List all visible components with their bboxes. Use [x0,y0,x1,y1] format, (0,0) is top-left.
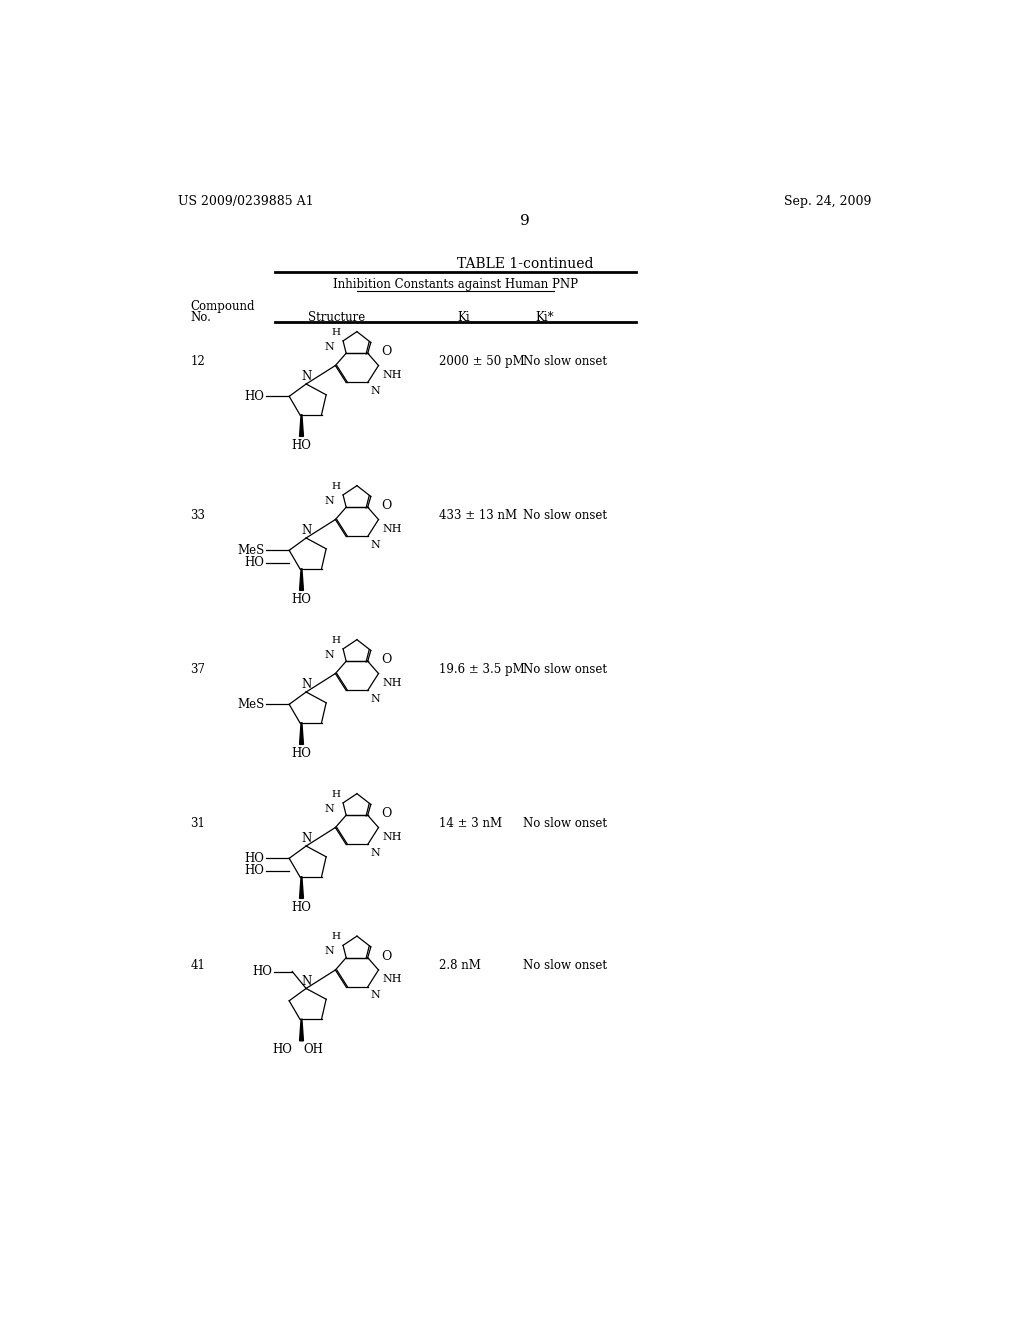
Text: NH: NH [382,524,401,533]
Text: No slow onset: No slow onset [523,663,607,676]
Text: Compound: Compound [190,300,255,313]
Text: NH: NH [382,832,401,842]
Text: 37: 37 [190,663,206,676]
Polygon shape [300,723,303,744]
Polygon shape [300,569,303,590]
Text: N: N [370,693,380,704]
Text: No slow onset: No slow onset [523,355,607,368]
Text: N: N [301,524,311,537]
Text: 19.6 ± 3.5 pM: 19.6 ± 3.5 pM [438,663,524,676]
Text: HO: HO [245,851,264,865]
Text: US 2009/0239885 A1: US 2009/0239885 A1 [178,195,314,209]
Text: H: H [331,636,340,645]
Text: O: O [382,345,392,358]
Text: Ki: Ki [457,312,470,323]
Text: HO: HO [292,438,311,451]
Text: HO: HO [245,556,264,569]
Text: N: N [324,804,334,814]
Text: H: H [331,932,340,941]
Text: H: H [331,482,340,491]
Text: NH: NH [382,677,401,688]
Text: H: H [331,329,340,337]
Text: N: N [370,385,380,396]
Text: No slow onset: No slow onset [523,960,607,973]
Text: No slow onset: No slow onset [523,508,607,521]
Text: HO: HO [292,747,311,760]
Text: 41: 41 [190,960,206,973]
Polygon shape [300,414,303,437]
Text: N: N [301,832,311,845]
Text: Ki*: Ki* [536,312,554,323]
Text: N: N [301,370,311,383]
Text: TABLE 1-continued: TABLE 1-continued [457,257,593,271]
Text: N: N [370,990,380,1001]
Text: NH: NH [382,370,401,380]
Text: N: N [324,649,334,660]
Text: O: O [382,499,392,512]
Text: N: N [324,946,334,957]
Text: No slow onset: No slow onset [523,817,607,830]
Text: 2.8 nM: 2.8 nM [438,960,480,973]
Text: H: H [331,791,340,799]
Text: 31: 31 [190,817,206,830]
Text: N: N [324,342,334,352]
Text: N: N [370,540,380,549]
Text: MeS: MeS [238,544,264,557]
Text: 12: 12 [190,355,206,368]
Polygon shape [300,1019,303,1040]
Text: NH: NH [382,974,401,985]
Text: HO: HO [245,389,264,403]
Text: N: N [324,496,334,506]
Text: N: N [370,847,380,858]
Text: 14 ± 3 nM: 14 ± 3 nM [438,817,502,830]
Text: O: O [382,653,392,667]
Text: HO: HO [245,865,264,878]
Text: HO: HO [272,1043,292,1056]
Text: N: N [301,974,311,987]
Text: 9: 9 [520,214,529,228]
Text: No.: No. [190,312,212,323]
Text: HO: HO [292,900,311,913]
Text: 2000 ± 50 pM: 2000 ± 50 pM [438,355,524,368]
Text: Inhibition Constants against Human PNP: Inhibition Constants against Human PNP [333,277,578,290]
Text: HO: HO [292,593,311,606]
Text: Structure: Structure [308,312,366,323]
Polygon shape [300,876,303,899]
Text: HO: HO [252,965,272,978]
Text: MeS: MeS [238,698,264,711]
Text: O: O [382,807,392,820]
Text: OH: OH [303,1043,323,1056]
Text: Sep. 24, 2009: Sep. 24, 2009 [784,195,871,209]
Text: 33: 33 [190,508,206,521]
Text: 433 ± 13 nM: 433 ± 13 nM [438,508,517,521]
Text: N: N [301,678,311,692]
Text: O: O [382,949,392,962]
